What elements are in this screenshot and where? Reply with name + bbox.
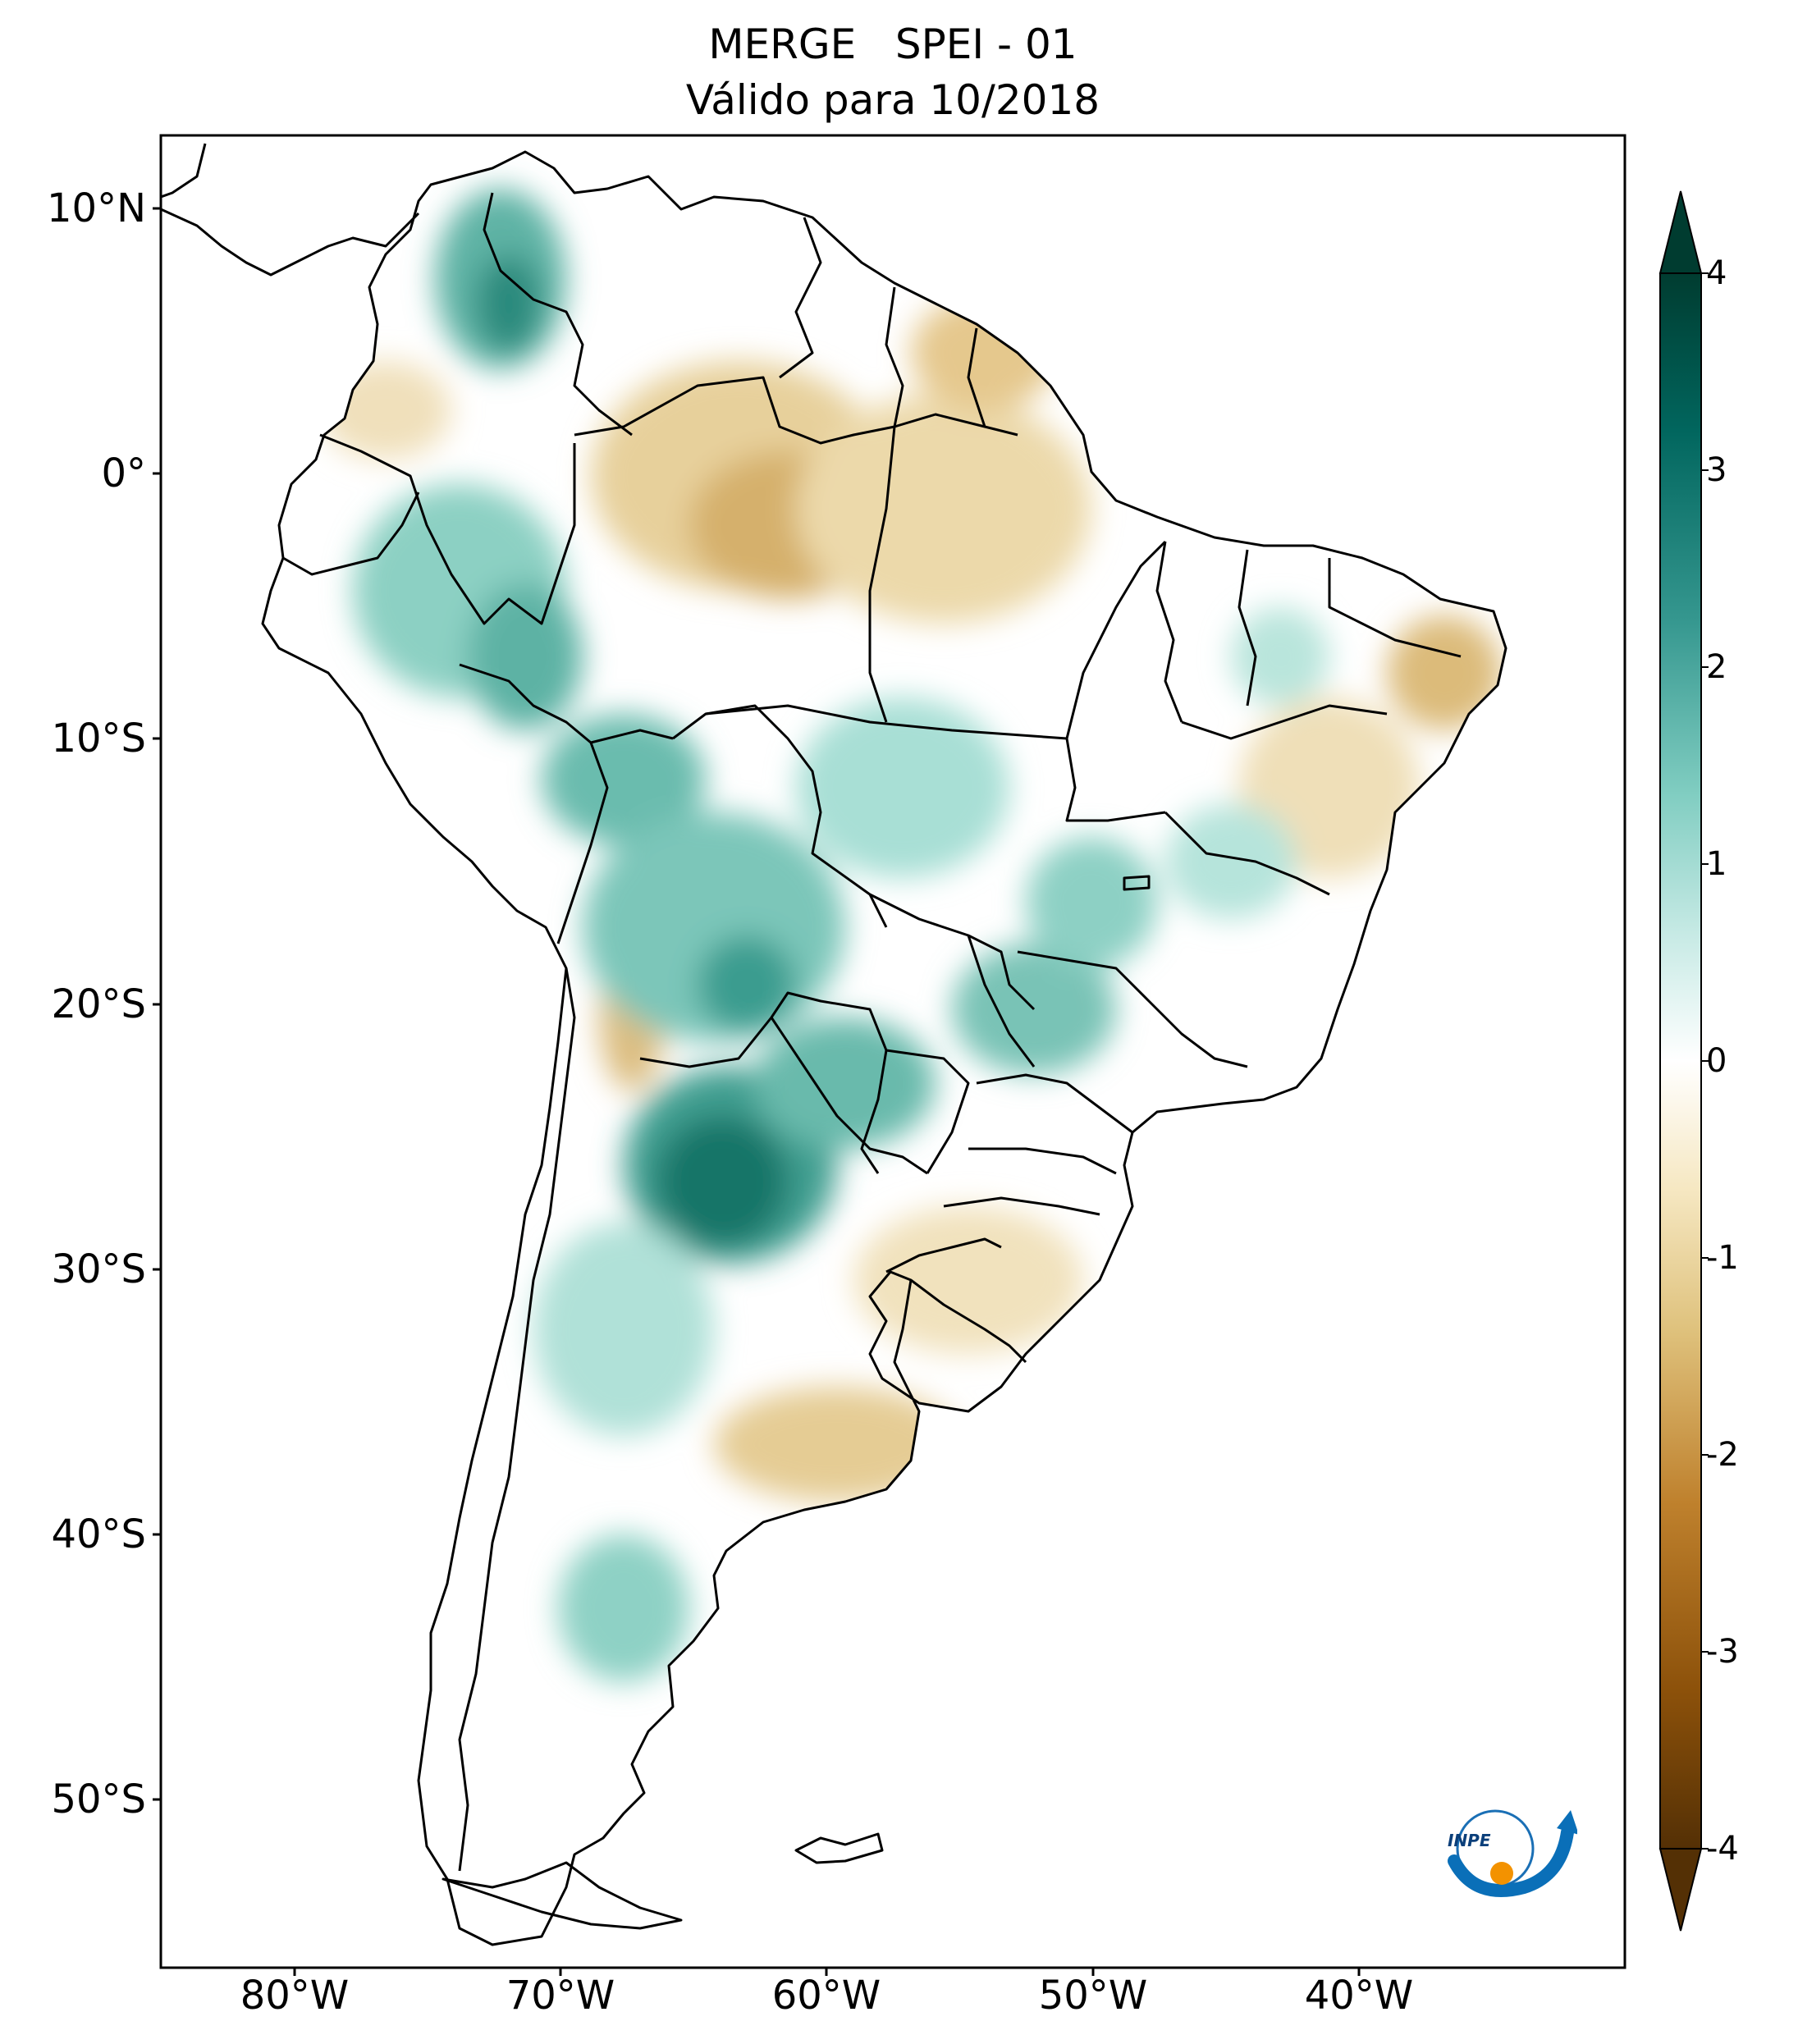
map-subtitle: Válido para 10/2018: [685, 76, 1100, 124]
coastlines-and-borders: [161, 143, 1507, 1946]
logo-swoosh-icon: [1448, 1826, 1574, 1897]
lat-label-10n: 10°N: [47, 185, 146, 231]
wet-area-acre: [468, 583, 583, 730]
lon-ticks: [293, 1968, 1361, 1976]
border-state-bahia-north: [1181, 704, 1388, 740]
border-peru-brazil: [459, 663, 674, 744]
border-colombia-ecuador-peru: [319, 433, 576, 625]
border-peru-bolivia: [556, 742, 609, 944]
border-state-amazonas-para: [868, 426, 896, 723]
colorbar-label-1: 1: [1706, 845, 1727, 883]
wet-area-minas: [1165, 804, 1297, 919]
lat-label-30s: 30°S: [51, 1246, 146, 1292]
wet-area-chaco-core: [657, 1116, 788, 1247]
border-brazil-paraguay: [885, 1049, 970, 1174]
logo-text: INPE: [1448, 1831, 1491, 1850]
colorbar-ticks: [1701, 272, 1709, 1850]
colorbar-label-neg1: -1: [1706, 1239, 1739, 1277]
lat-label-40s: 40°S: [51, 1511, 146, 1557]
colorbar-label-4: 4: [1706, 254, 1727, 292]
border-state-sc-rs: [943, 1196, 1100, 1216]
border-state-maranhao-piaui: [1155, 541, 1183, 723]
border-brazil-uruguay: [910, 1278, 1027, 1364]
falkland-islands: [794, 1832, 884, 1864]
wet-area-patagonia: [558, 1534, 689, 1682]
border-bolivia-paraguay-argentina: [639, 991, 888, 1174]
colorbar-label-neg4: -4: [1706, 1830, 1739, 1868]
lat-label-20s: 20°S: [51, 981, 146, 1027]
lat-label-50s: 50°S: [51, 1776, 146, 1822]
border-brazil-north: [574, 376, 1018, 445]
colorbar-label-neg2: -2: [1706, 1436, 1739, 1474]
border-guyana-suriname: [885, 286, 904, 428]
wet-area-piaui: [1231, 607, 1329, 706]
border-argentina-uruguay: [885, 1237, 1002, 1273]
border-state-sp-parana: [976, 1073, 1133, 1134]
dry-area-para: [796, 394, 1091, 624]
lat-ticks: [153, 207, 161, 1801]
colorbar-label-0: 0: [1706, 1042, 1727, 1080]
colorbar-upper-extend: [1658, 190, 1703, 274]
wet-area-mato-grosso: [796, 697, 1009, 878]
map-frame: [159, 134, 1626, 1969]
border-venezuela-guyana: [779, 217, 822, 379]
logo-sun-icon: [1490, 1862, 1513, 1885]
border-chile-argentina: [458, 967, 576, 1872]
border-paraguay-argentina: [770, 1017, 928, 1175]
lon-label-50w: 50°W: [1038, 1973, 1148, 2019]
border-state-mato-grosso-north: [705, 704, 1068, 740]
central-america-coast: [161, 208, 420, 277]
colorbar-label-neg3: -3: [1706, 1633, 1739, 1671]
lon-label-40w: 40°W: [1304, 1973, 1414, 2019]
border-suriname-guiana: [967, 327, 986, 428]
colorbar-label-2: 2: [1706, 648, 1727, 686]
border-state-minas-sp: [1017, 950, 1248, 1068]
border-state-ne-small: [1328, 558, 1462, 658]
lon-label-70w: 70°W: [506, 1973, 615, 2019]
wet-area-paraguay: [755, 1017, 936, 1149]
colorbar-label-3: 3: [1706, 451, 1727, 489]
border-state-parana-sc: [968, 1147, 1117, 1175]
central-america-coast-north: [161, 143, 207, 199]
border-state-ms-sp: [967, 935, 1036, 1068]
dry-area-uruguay: [853, 1206, 1083, 1354]
colorbar-bar: [1659, 272, 1702, 1850]
border-state-para-tocantins: [1065, 540, 1167, 739]
wet-area-bolivia-core: [698, 935, 796, 1034]
wet-area-goias: [1026, 837, 1157, 968]
border-state-goias-mt: [869, 893, 1036, 1011]
colorbar: [1658, 190, 1709, 1932]
dry-area-pampas: [714, 1387, 960, 1502]
border-state-goias-tocantins: [1065, 738, 1166, 822]
border-state-distrito-federal: [1123, 875, 1151, 891]
logo-arrow-icon: [1557, 1810, 1577, 1835]
inpe-logo: INPE: [1448, 1809, 1577, 1897]
border-colombia-venezuela: [483, 192, 633, 437]
border-state-bahia-minas: [1164, 811, 1330, 896]
border-state-piaui-ceara: [1238, 549, 1257, 706]
colorbar-lower-extend: [1658, 1848, 1703, 1932]
lon-label-80w: 80°W: [240, 1973, 350, 2019]
map-title: MERGE SPEI - 01: [708, 21, 1077, 68]
lat-label-0: 0°: [101, 450, 146, 496]
lat-label-10s: 10°S: [51, 716, 146, 761]
continent-coastline: [261, 150, 1507, 1946]
border-ecuador-peru: [282, 492, 420, 576]
tierra-del-fuego: [441, 1861, 683, 1930]
wet-area-cuyo: [533, 1223, 714, 1436]
wet-area-rondonia: [542, 714, 706, 845]
spei-field: [320, 189, 1502, 1682]
wet-area-colombia-core: [476, 254, 542, 353]
lon-label-60w: 60°W: [771, 1973, 881, 2019]
